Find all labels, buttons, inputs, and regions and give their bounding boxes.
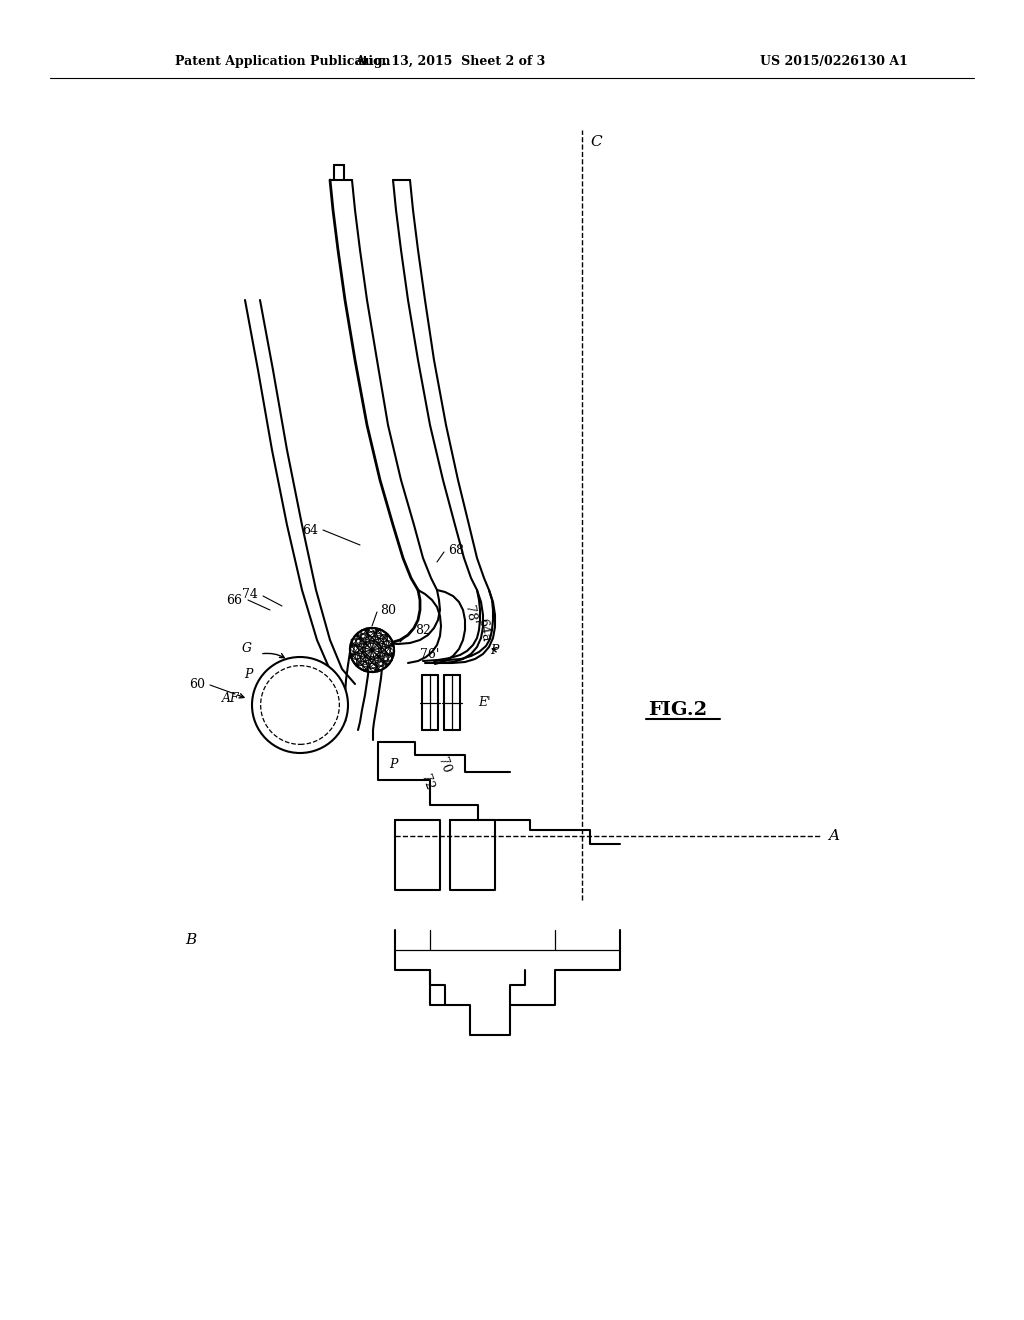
Text: P: P — [330, 719, 338, 733]
Text: US 2015/0226130 A1: US 2015/0226130 A1 — [760, 55, 908, 69]
Text: 66: 66 — [226, 594, 242, 606]
Text: 70: 70 — [435, 755, 453, 775]
Text: 64a: 64a — [475, 618, 492, 643]
Text: 76': 76' — [420, 648, 439, 661]
Text: 64: 64 — [302, 524, 318, 536]
Text: Patent Application Publication: Patent Application Publication — [175, 55, 390, 69]
Text: 82: 82 — [415, 623, 431, 636]
Text: E: E — [366, 647, 374, 657]
Polygon shape — [395, 820, 440, 890]
Text: G: G — [242, 642, 252, 655]
Text: 72: 72 — [418, 772, 435, 792]
Circle shape — [252, 657, 348, 752]
Polygon shape — [450, 820, 495, 890]
Text: P: P — [245, 668, 253, 681]
Text: P: P — [490, 644, 499, 656]
Text: FIG.2: FIG.2 — [648, 701, 708, 719]
Text: 68: 68 — [449, 544, 464, 557]
Text: E': E' — [478, 696, 490, 709]
Text: Aug. 13, 2015  Sheet 2 of 3: Aug. 13, 2015 Sheet 2 of 3 — [355, 55, 545, 69]
Text: 76: 76 — [272, 673, 288, 686]
Text: A: A — [828, 829, 839, 843]
Text: 80: 80 — [380, 603, 396, 616]
Text: B: B — [185, 933, 197, 946]
Text: C: C — [590, 135, 602, 149]
Text: P: P — [389, 759, 398, 771]
Text: 74: 74 — [242, 589, 258, 602]
Text: 78': 78' — [462, 605, 478, 626]
Circle shape — [350, 628, 394, 672]
Text: AF: AF — [222, 692, 240, 705]
Text: 60: 60 — [189, 678, 205, 692]
